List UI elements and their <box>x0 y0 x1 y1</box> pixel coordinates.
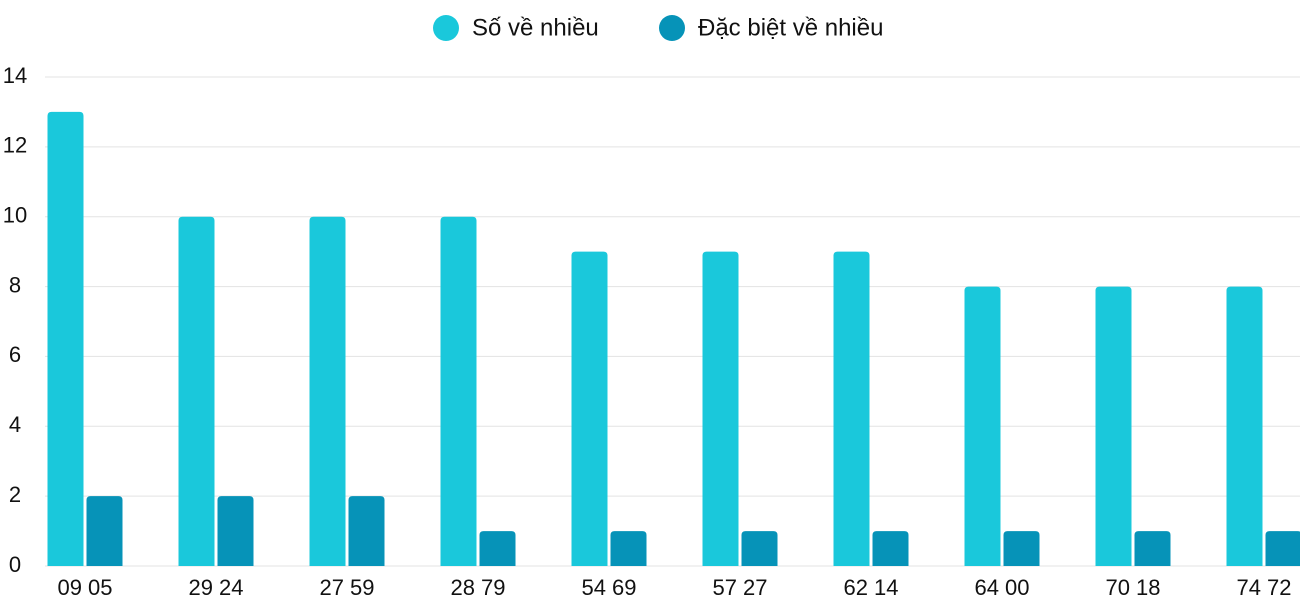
x-tick-label: 29 24 <box>188 575 243 600</box>
y-tick-label: 4 <box>9 412 21 437</box>
x-tick-label: 27 59 <box>319 575 374 600</box>
x-tick-label: 70 18 <box>1105 575 1160 600</box>
bar <box>610 531 647 566</box>
y-tick-label: 8 <box>9 272 21 297</box>
bar <box>872 531 909 566</box>
y-tick-label: 0 <box>9 552 21 577</box>
legend-label: Đặc biệt về nhiều <box>698 14 883 41</box>
bar <box>47 111 84 566</box>
bar <box>440 216 477 566</box>
legend-label: Số về nhiều <box>472 14 599 41</box>
bar <box>1265 531 1300 566</box>
y-tick-label: 6 <box>9 342 21 367</box>
x-tick-label: 62 14 <box>843 575 898 600</box>
x-tick-label: 57 27 <box>712 575 767 600</box>
y-tick-label: 12 <box>3 133 27 158</box>
bar <box>1134 531 1171 566</box>
x-tick-label: 54 69 <box>581 575 636 600</box>
bar <box>833 251 870 566</box>
bar <box>741 531 778 566</box>
bar <box>178 216 215 566</box>
x-tick-label: 64 00 <box>974 575 1029 600</box>
legend-marker <box>433 15 459 41</box>
y-tick-label: 10 <box>3 203 27 228</box>
legend-marker <box>659 15 685 41</box>
x-tick-label: 28 79 <box>450 575 505 600</box>
bar <box>1226 286 1263 566</box>
bar <box>479 531 516 566</box>
bar <box>217 496 254 566</box>
bar <box>964 286 1001 566</box>
bar <box>702 251 739 566</box>
y-tick-label: 2 <box>9 482 21 507</box>
bar <box>1003 531 1040 566</box>
bar <box>348 496 385 566</box>
x-tick-label: 09 05 <box>57 575 112 600</box>
bar <box>1095 286 1132 566</box>
bar <box>86 496 123 566</box>
bar <box>571 251 608 566</box>
bar <box>309 216 346 566</box>
y-tick-label: 14 <box>3 63 27 88</box>
x-tick-label: 74 72 <box>1236 575 1291 600</box>
